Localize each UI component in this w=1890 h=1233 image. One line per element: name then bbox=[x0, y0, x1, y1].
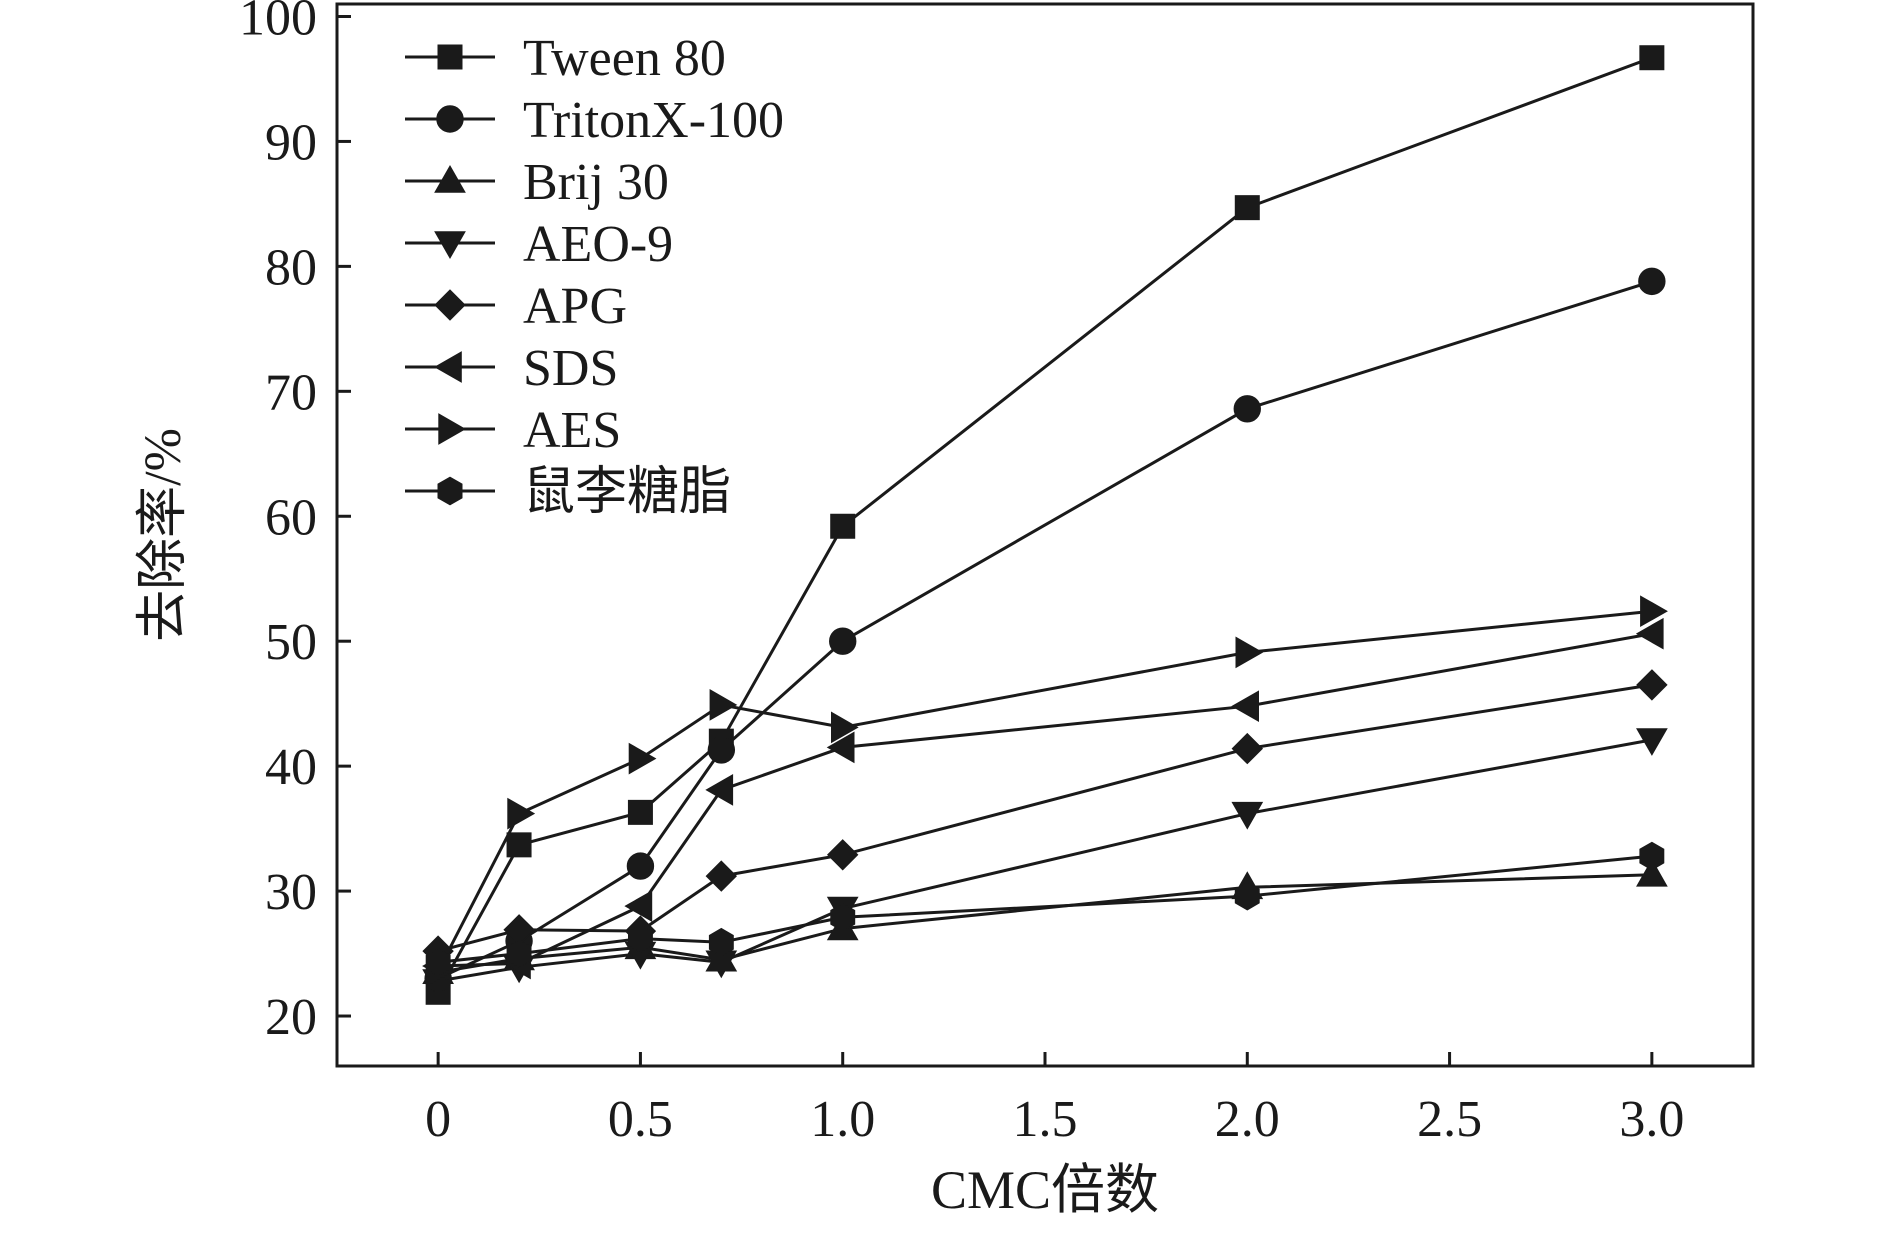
series-line bbox=[437, 873, 1652, 974]
data-point bbox=[1640, 595, 1668, 628]
data-point bbox=[425, 947, 451, 977]
series bbox=[422, 728, 1668, 998]
data-point bbox=[709, 689, 738, 721]
legend-marker bbox=[436, 105, 464, 133]
legend-item: AES bbox=[405, 402, 621, 459]
legend-label: 鼠李糖脂 bbox=[523, 464, 731, 521]
y-tick-label: 90 bbox=[265, 114, 317, 171]
legend-label: Brij 30 bbox=[523, 154, 669, 211]
data-point bbox=[1636, 858, 1668, 887]
data-point bbox=[506, 939, 532, 968]
x-axis-label: CMC倍数 bbox=[931, 1160, 1159, 1220]
legend-marker bbox=[437, 476, 463, 506]
data-point bbox=[826, 731, 855, 764]
data-point bbox=[628, 742, 657, 775]
x-axis: 0 0.5 1.0 1.5 2.0 2.5 3.0 bbox=[425, 1052, 1684, 1148]
x-tick-label: 0.5 bbox=[608, 1091, 673, 1148]
x-tick-label: 0 bbox=[425, 1091, 451, 1148]
legend-label: AES bbox=[523, 402, 621, 459]
data-point bbox=[507, 797, 536, 830]
data-point bbox=[1636, 728, 1668, 756]
data-point bbox=[1234, 195, 1260, 221]
y-tick-label: 70 bbox=[265, 364, 317, 421]
series bbox=[426, 595, 1668, 987]
data-point bbox=[707, 736, 736, 764]
data-point bbox=[1635, 617, 1664, 650]
x-tick-label: 2.5 bbox=[1417, 1091, 1482, 1148]
legend-item: 鼠李糖脂 bbox=[405, 464, 731, 521]
x-tick-label: 2.0 bbox=[1215, 1091, 1280, 1148]
legend-item: Brij 30 bbox=[405, 154, 669, 211]
x-tick-label: 1.0 bbox=[810, 1091, 875, 1148]
legend-label: Tween 80 bbox=[523, 30, 726, 87]
data-point bbox=[831, 711, 859, 744]
data-point bbox=[1231, 801, 1264, 830]
data-point bbox=[1231, 690, 1259, 723]
data-point bbox=[627, 799, 653, 825]
legend-marker bbox=[438, 413, 467, 445]
y-tick-label: 60 bbox=[265, 489, 317, 546]
data-point bbox=[506, 832, 532, 858]
y-tick-label: 20 bbox=[265, 989, 317, 1046]
data-point bbox=[1234, 881, 1260, 911]
data-point bbox=[1638, 267, 1666, 296]
legend-marker bbox=[437, 44, 463, 70]
legend-marker bbox=[434, 231, 466, 260]
data-point bbox=[705, 774, 734, 806]
data-point bbox=[1231, 732, 1264, 765]
y-tick-label: 50 bbox=[265, 614, 317, 671]
series-layer bbox=[422, 45, 1668, 1005]
data-point bbox=[830, 513, 856, 539]
series bbox=[425, 841, 1665, 977]
legend-marker bbox=[434, 289, 466, 321]
series bbox=[422, 617, 1664, 982]
legend-label: AEO-9 bbox=[523, 216, 673, 273]
legend-item: Tween 80 bbox=[405, 30, 726, 87]
data-point bbox=[830, 902, 856, 932]
data-point bbox=[1636, 669, 1668, 701]
legend-label: TritonX-100 bbox=[523, 92, 784, 149]
legend-item: TritonX-100 bbox=[405, 92, 784, 149]
data-point bbox=[705, 860, 738, 892]
data-point bbox=[1233, 395, 1261, 423]
y-tick-label: 80 bbox=[265, 239, 317, 296]
legend-label: APG bbox=[523, 278, 627, 335]
series-line bbox=[438, 632, 1653, 968]
legend-item: AEO-9 bbox=[405, 216, 673, 273]
data-point bbox=[624, 890, 653, 922]
legend-label: SDS bbox=[523, 340, 618, 397]
data-point bbox=[826, 839, 859, 871]
y-tick-label: 40 bbox=[265, 739, 317, 796]
data-point bbox=[1639, 45, 1665, 71]
data-point bbox=[628, 924, 653, 953]
data-point bbox=[626, 852, 655, 880]
series-line bbox=[437, 738, 1653, 983]
y-tick-label: 100 bbox=[239, 0, 317, 46]
legend-item: APG bbox=[405, 278, 627, 335]
x-tick-label: 1.5 bbox=[1013, 1091, 1078, 1148]
data-point bbox=[708, 927, 734, 957]
y-axis: 20 30 40 50 60 70 80 90 100 bbox=[239, 0, 351, 1046]
data-point bbox=[1235, 636, 1264, 669]
data-point bbox=[1639, 841, 1665, 871]
x-tick-label: 3.0 bbox=[1619, 1091, 1684, 1148]
y-axis-label: 去除率/% bbox=[135, 428, 192, 642]
data-point bbox=[829, 627, 857, 655]
legend-item: SDS bbox=[405, 340, 618, 397]
legend-marker bbox=[434, 164, 466, 193]
legend-marker bbox=[433, 351, 462, 383]
y-tick-label: 30 bbox=[265, 864, 317, 921]
